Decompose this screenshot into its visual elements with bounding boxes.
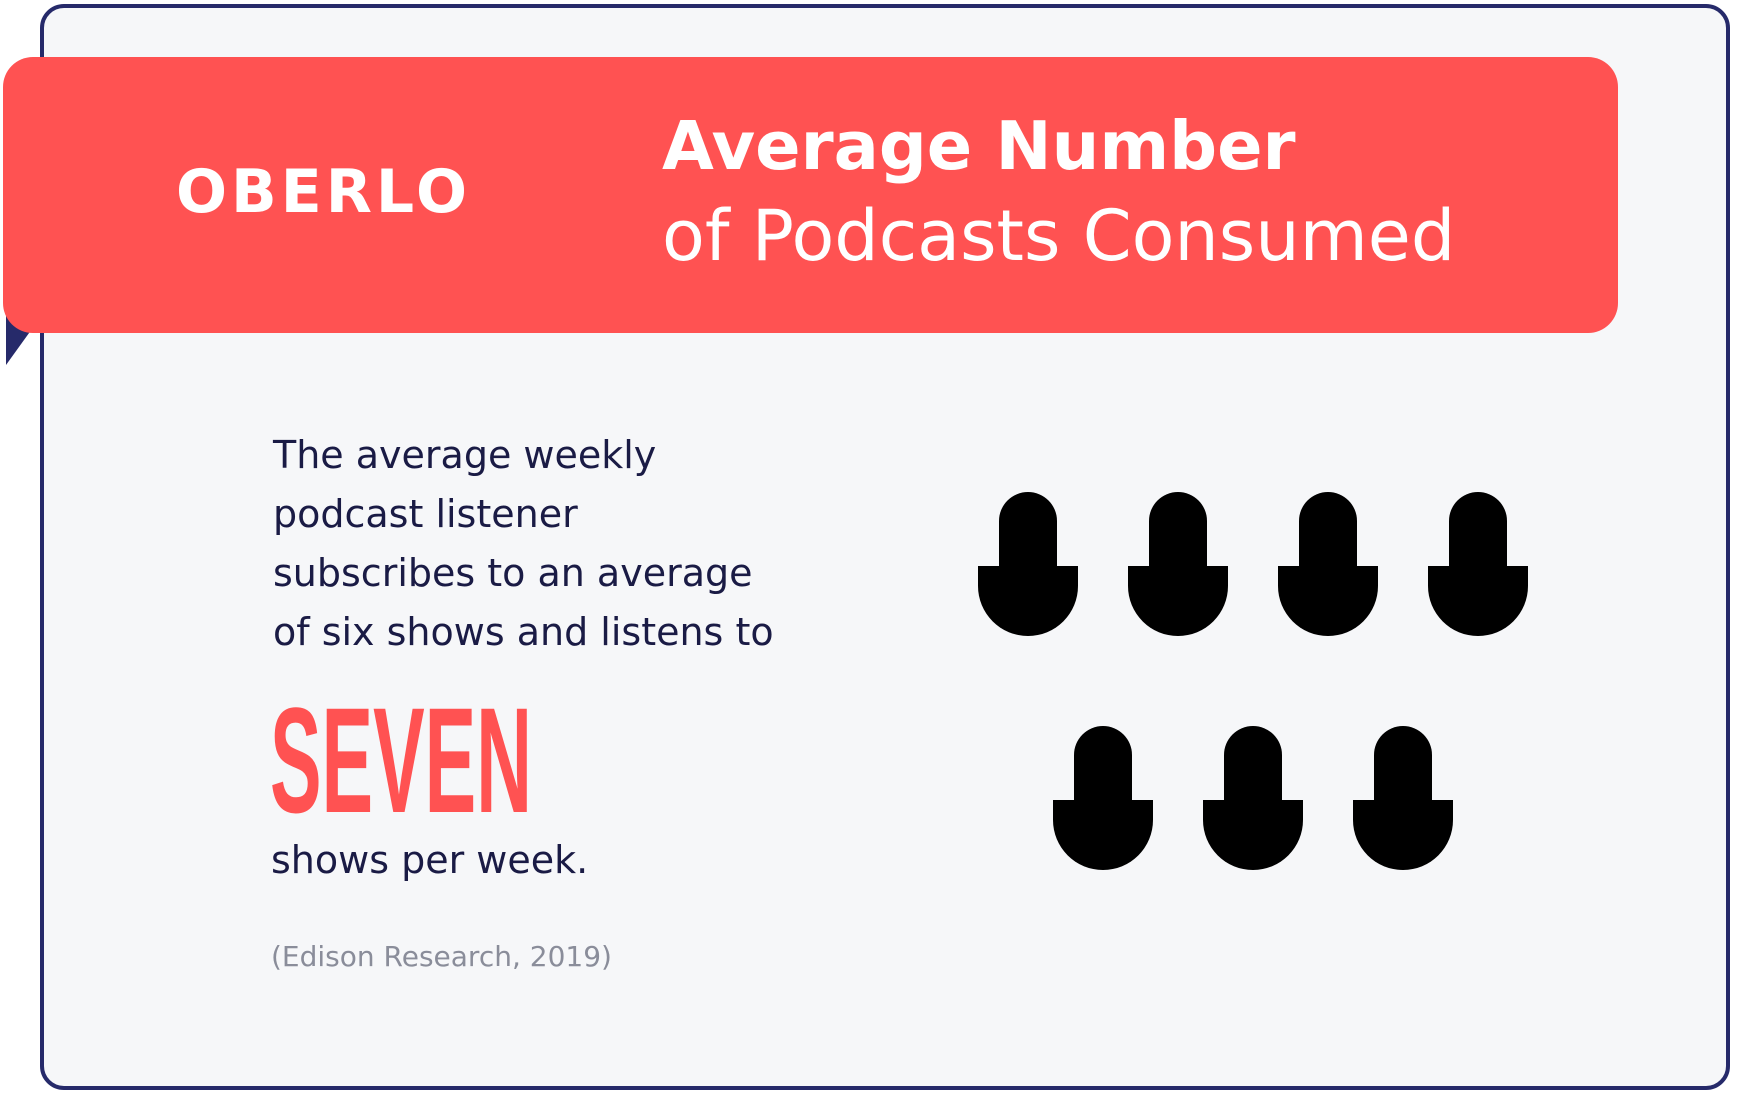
logo-text: OBERLO [176, 157, 471, 227]
microphone-icon [1428, 492, 1528, 680]
shows-per-week-text: shows per week. [271, 838, 589, 882]
microphone-icon [1053, 726, 1153, 914]
title-line-2: of Podcasts Consumed [662, 195, 1456, 277]
highlight-number: SEVEN [270, 688, 532, 818]
description-line: podcast listener [273, 492, 578, 536]
description-line: subscribes to an average [273, 551, 753, 595]
oberlo-logo: OBERLO [176, 157, 471, 227]
title-line-1: Average Number [662, 107, 1296, 185]
description-line: The average weekly [273, 433, 657, 477]
microphone-icon [1128, 492, 1228, 680]
source-citation: (Edison Research, 2019) [271, 940, 612, 973]
description-line: of six shows and listens to [273, 610, 774, 654]
microphone-grid [978, 492, 1528, 914]
microphone-icon [1203, 726, 1303, 914]
microphone-icon [1278, 492, 1378, 680]
page-title: Average Number of Podcasts Consumed [662, 100, 1602, 282]
microphone-icon [1353, 726, 1453, 914]
header-banner [3, 57, 1618, 333]
microphone-icon [978, 492, 1078, 680]
highlight-text: SEVEN [270, 688, 532, 818]
description: The average weekly podcast listener subs… [273, 426, 833, 662]
